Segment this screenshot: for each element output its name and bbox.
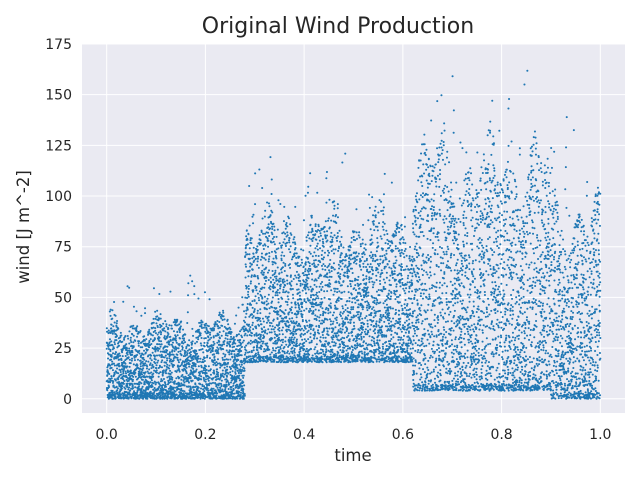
y-tick-label: 175 <box>45 37 72 53</box>
scatter-points <box>105 69 602 400</box>
chart-title: Original Wind Production <box>202 14 474 39</box>
y-tick-label: 50 <box>54 290 72 306</box>
x-tick-label: 0.6 <box>392 427 414 443</box>
x-tick-label: 0.2 <box>194 427 216 443</box>
y-tick-label: 150 <box>45 88 72 104</box>
x-tick-label: 0.4 <box>293 427 315 443</box>
x-tick-label: 0.8 <box>490 427 512 443</box>
y-axis-label: wind [J m^-2] <box>14 170 33 284</box>
y-tick-labels: 0 25 50 75 100 125 150 175 <box>45 37 72 408</box>
y-tick-label: 75 <box>54 240 72 256</box>
x-tick-label: 0.0 <box>96 427 118 443</box>
y-tick-label: 100 <box>45 189 72 205</box>
y-tick-label: 0 <box>63 392 72 408</box>
scatter-point-cloud <box>105 69 602 400</box>
y-tick-label: 25 <box>54 341 72 357</box>
x-tick-label: 1.0 <box>589 427 611 443</box>
x-axis-label: time <box>334 446 371 465</box>
y-tick-label: 125 <box>45 138 72 154</box>
x-tick-labels: 0.0 0.2 0.4 0.6 0.8 1.0 <box>96 427 612 443</box>
x-gridlines <box>106 44 601 413</box>
